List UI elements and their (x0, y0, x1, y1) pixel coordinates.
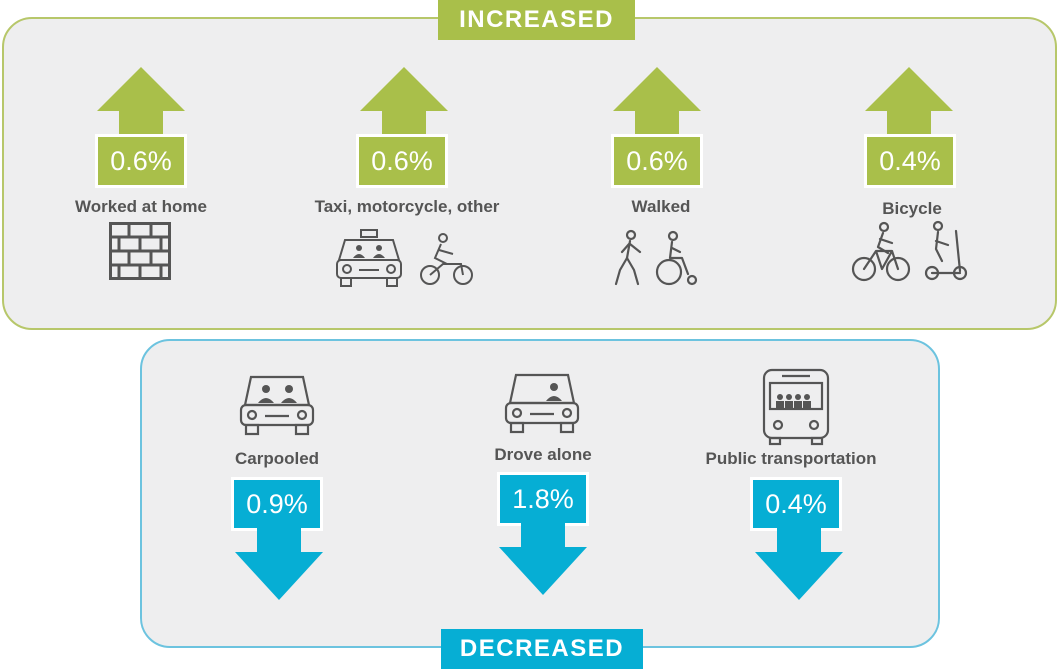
down-arrow-icon (755, 552, 843, 600)
bicycle-scooter-icon (851, 220, 968, 282)
up-arrow-icon (613, 67, 701, 111)
carpool-car-icon (239, 375, 315, 436)
decrease-label: Drove alone (494, 445, 592, 464)
bus-icon (762, 368, 830, 446)
down-arrow-stem (521, 523, 565, 549)
down-arrow-icon (499, 547, 587, 595)
increase-label: Worked at home (75, 197, 207, 216)
taxi-motorcycle-icon (336, 229, 473, 287)
pedestrian-wheelchair-icon (614, 229, 698, 286)
decreased-banner: DECREASED (441, 629, 643, 669)
up-arrow-icon (865, 67, 953, 111)
increase-label: Taxi, motorcycle, other (314, 197, 500, 216)
decrease-value: 1.8% (497, 472, 589, 526)
increase-label: Bicycle (882, 199, 942, 218)
increase-value: 0.6% (611, 134, 703, 188)
increase-label: Walked (631, 197, 691, 216)
down-arrow-icon (235, 552, 323, 600)
decrease-value: 0.4% (750, 477, 842, 531)
single-driver-car-icon (504, 373, 580, 434)
up-arrow-icon (97, 67, 185, 111)
decrease-label: Carpooled (234, 449, 320, 468)
increased-banner: INCREASED (438, 0, 635, 40)
up-arrow-icon (360, 67, 448, 111)
decrease-value: 0.9% (231, 477, 323, 531)
increase-value: 0.6% (356, 134, 448, 188)
brick-wall-icon (109, 222, 171, 280)
increase-value: 0.6% (95, 134, 187, 188)
increase-value: 0.4% (864, 134, 956, 188)
down-arrow-stem (257, 528, 301, 554)
down-arrow-stem (777, 528, 821, 554)
decrease-label: Public transportation (705, 449, 877, 468)
